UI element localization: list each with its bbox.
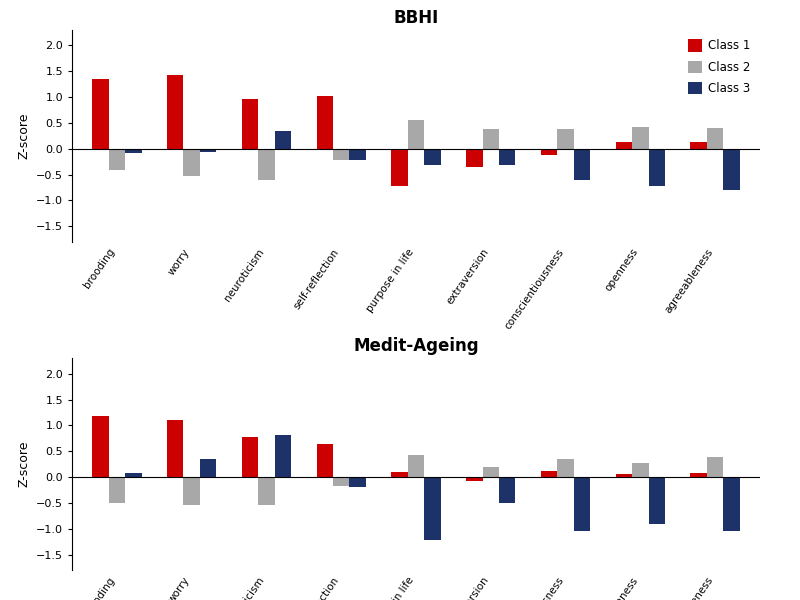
Bar	[92, 416, 109, 477]
Bar	[333, 477, 350, 487]
Bar	[109, 477, 125, 503]
Bar	[183, 149, 200, 176]
Bar	[649, 149, 665, 186]
Bar	[499, 477, 515, 503]
Bar	[616, 142, 632, 149]
Y-axis label: Z-score: Z-score	[18, 113, 30, 159]
Bar	[707, 457, 723, 477]
Bar	[317, 96, 333, 149]
Bar	[649, 477, 665, 524]
Bar	[541, 149, 558, 155]
Legend: Class 1, Class 2, Class 3: Class 1, Class 2, Class 3	[685, 36, 754, 98]
Bar	[558, 459, 574, 477]
Bar	[723, 477, 740, 531]
Bar	[333, 149, 350, 160]
Bar	[167, 76, 183, 149]
Bar	[350, 149, 366, 160]
Bar	[200, 149, 216, 152]
Bar	[391, 149, 408, 186]
Bar	[424, 149, 441, 166]
Bar	[92, 79, 109, 149]
Bar	[125, 473, 142, 477]
Bar	[690, 142, 707, 149]
Bar	[482, 129, 499, 149]
Bar	[391, 472, 408, 477]
Bar	[558, 129, 574, 149]
Bar	[574, 149, 590, 180]
Bar	[499, 149, 515, 166]
Title: BBHI: BBHI	[394, 9, 438, 27]
Bar	[690, 473, 707, 477]
Bar	[466, 477, 482, 481]
Bar	[408, 121, 424, 149]
Bar	[167, 420, 183, 477]
Bar	[350, 477, 366, 487]
Bar	[723, 149, 740, 190]
Bar	[616, 475, 632, 477]
Bar	[274, 434, 291, 477]
Bar	[258, 149, 274, 180]
Bar	[541, 471, 558, 477]
Bar	[707, 128, 723, 149]
Bar	[242, 98, 258, 149]
Bar	[125, 149, 142, 153]
Bar	[317, 445, 333, 477]
Bar	[424, 477, 441, 540]
Bar	[632, 127, 649, 149]
Bar	[482, 467, 499, 477]
Bar	[408, 455, 424, 477]
Bar	[632, 463, 649, 477]
Bar	[274, 131, 291, 149]
Bar	[200, 459, 216, 477]
Bar	[466, 149, 482, 167]
Title: Medit-Ageing: Medit-Ageing	[353, 337, 479, 355]
Bar	[242, 437, 258, 477]
Bar	[109, 149, 125, 170]
Bar	[574, 477, 590, 531]
Bar	[258, 477, 274, 505]
Bar	[183, 477, 200, 505]
Y-axis label: Z-score: Z-score	[18, 441, 30, 487]
